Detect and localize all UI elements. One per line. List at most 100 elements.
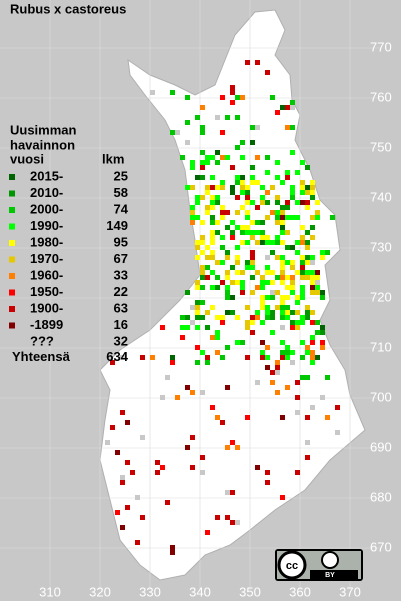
record-square xyxy=(300,185,305,190)
record-square xyxy=(295,240,300,245)
record-square xyxy=(110,425,115,430)
legend-count-header: lkm xyxy=(102,151,124,166)
record-square xyxy=(235,245,240,250)
record-square xyxy=(300,225,305,230)
record-square xyxy=(195,305,200,310)
record-square xyxy=(190,205,195,210)
record-square xyxy=(200,350,205,355)
record-square xyxy=(315,275,320,280)
record-square xyxy=(235,145,240,150)
record-square xyxy=(315,270,320,275)
record-square xyxy=(315,215,320,220)
record-square xyxy=(195,310,200,315)
record-square xyxy=(285,295,290,300)
record-square xyxy=(225,490,230,495)
record-square xyxy=(200,165,205,170)
record-square xyxy=(320,345,325,350)
record-square xyxy=(290,320,295,325)
record-square xyxy=(220,215,225,220)
legend-count: 33 xyxy=(114,267,128,282)
record-square xyxy=(200,390,205,395)
legend-count: 95 xyxy=(114,234,128,249)
record-square xyxy=(195,300,200,305)
record-square xyxy=(170,355,175,360)
record-square xyxy=(125,420,130,425)
record-square xyxy=(305,275,310,280)
legend-header: Uusimman xyxy=(10,122,77,137)
legend-count: 58 xyxy=(114,185,128,200)
record-square xyxy=(270,315,275,320)
record-square xyxy=(260,185,265,190)
record-square xyxy=(250,165,255,170)
record-square xyxy=(220,280,225,285)
x-label: 320 xyxy=(89,584,111,599)
record-square xyxy=(240,340,245,345)
record-square xyxy=(285,345,290,350)
record-square xyxy=(200,265,205,270)
record-square xyxy=(225,515,230,520)
record-square xyxy=(220,155,225,160)
record-square xyxy=(120,525,125,530)
record-square xyxy=(285,260,290,265)
record-square xyxy=(285,315,290,320)
record-square xyxy=(310,340,315,345)
record-square xyxy=(265,295,270,300)
record-square xyxy=(315,330,320,335)
record-square xyxy=(260,200,265,205)
record-square xyxy=(220,260,225,265)
record-square xyxy=(245,320,250,325)
record-square xyxy=(210,255,215,260)
record-square xyxy=(200,270,205,275)
record-square xyxy=(280,255,285,260)
record-square xyxy=(260,285,265,290)
record-square xyxy=(300,255,305,260)
record-square xyxy=(220,320,225,325)
record-square xyxy=(270,290,275,295)
record-square xyxy=(280,220,285,225)
record-square xyxy=(295,470,300,475)
record-square xyxy=(300,160,305,165)
record-square xyxy=(195,200,200,205)
record-square xyxy=(205,245,210,250)
y-label: 760 xyxy=(370,89,392,104)
record-square xyxy=(265,235,270,240)
record-square xyxy=(270,270,275,275)
x-label: 330 xyxy=(139,584,161,599)
legend-label: 2010- xyxy=(30,185,63,200)
record-square xyxy=(290,105,295,110)
record-square xyxy=(225,115,230,120)
record-square xyxy=(290,190,295,195)
record-square xyxy=(335,405,340,410)
record-square xyxy=(220,315,225,320)
record-square xyxy=(205,530,210,535)
record-square xyxy=(245,265,250,270)
record-square xyxy=(240,140,245,145)
record-square xyxy=(190,390,195,395)
record-square xyxy=(190,160,195,165)
record-square xyxy=(170,90,175,95)
record-square xyxy=(310,285,315,290)
record-square xyxy=(110,360,115,365)
record-square xyxy=(225,290,230,295)
record-square xyxy=(200,160,205,165)
record-square xyxy=(280,260,285,265)
record-square xyxy=(120,480,125,485)
record-square xyxy=(225,345,230,350)
record-square xyxy=(250,230,255,235)
y-label: 700 xyxy=(370,389,392,404)
record-square xyxy=(210,185,215,190)
record-square xyxy=(275,110,280,115)
record-square xyxy=(215,275,220,280)
record-square xyxy=(325,415,330,420)
record-square xyxy=(185,325,190,330)
record-square xyxy=(230,90,235,95)
legend-swatch xyxy=(9,223,15,230)
record-square xyxy=(280,275,285,280)
record-square xyxy=(195,315,200,320)
record-square xyxy=(195,240,200,245)
record-square xyxy=(310,270,315,275)
record-square xyxy=(310,255,315,260)
record-square xyxy=(290,350,295,355)
legend-label: 1960- xyxy=(30,267,63,282)
